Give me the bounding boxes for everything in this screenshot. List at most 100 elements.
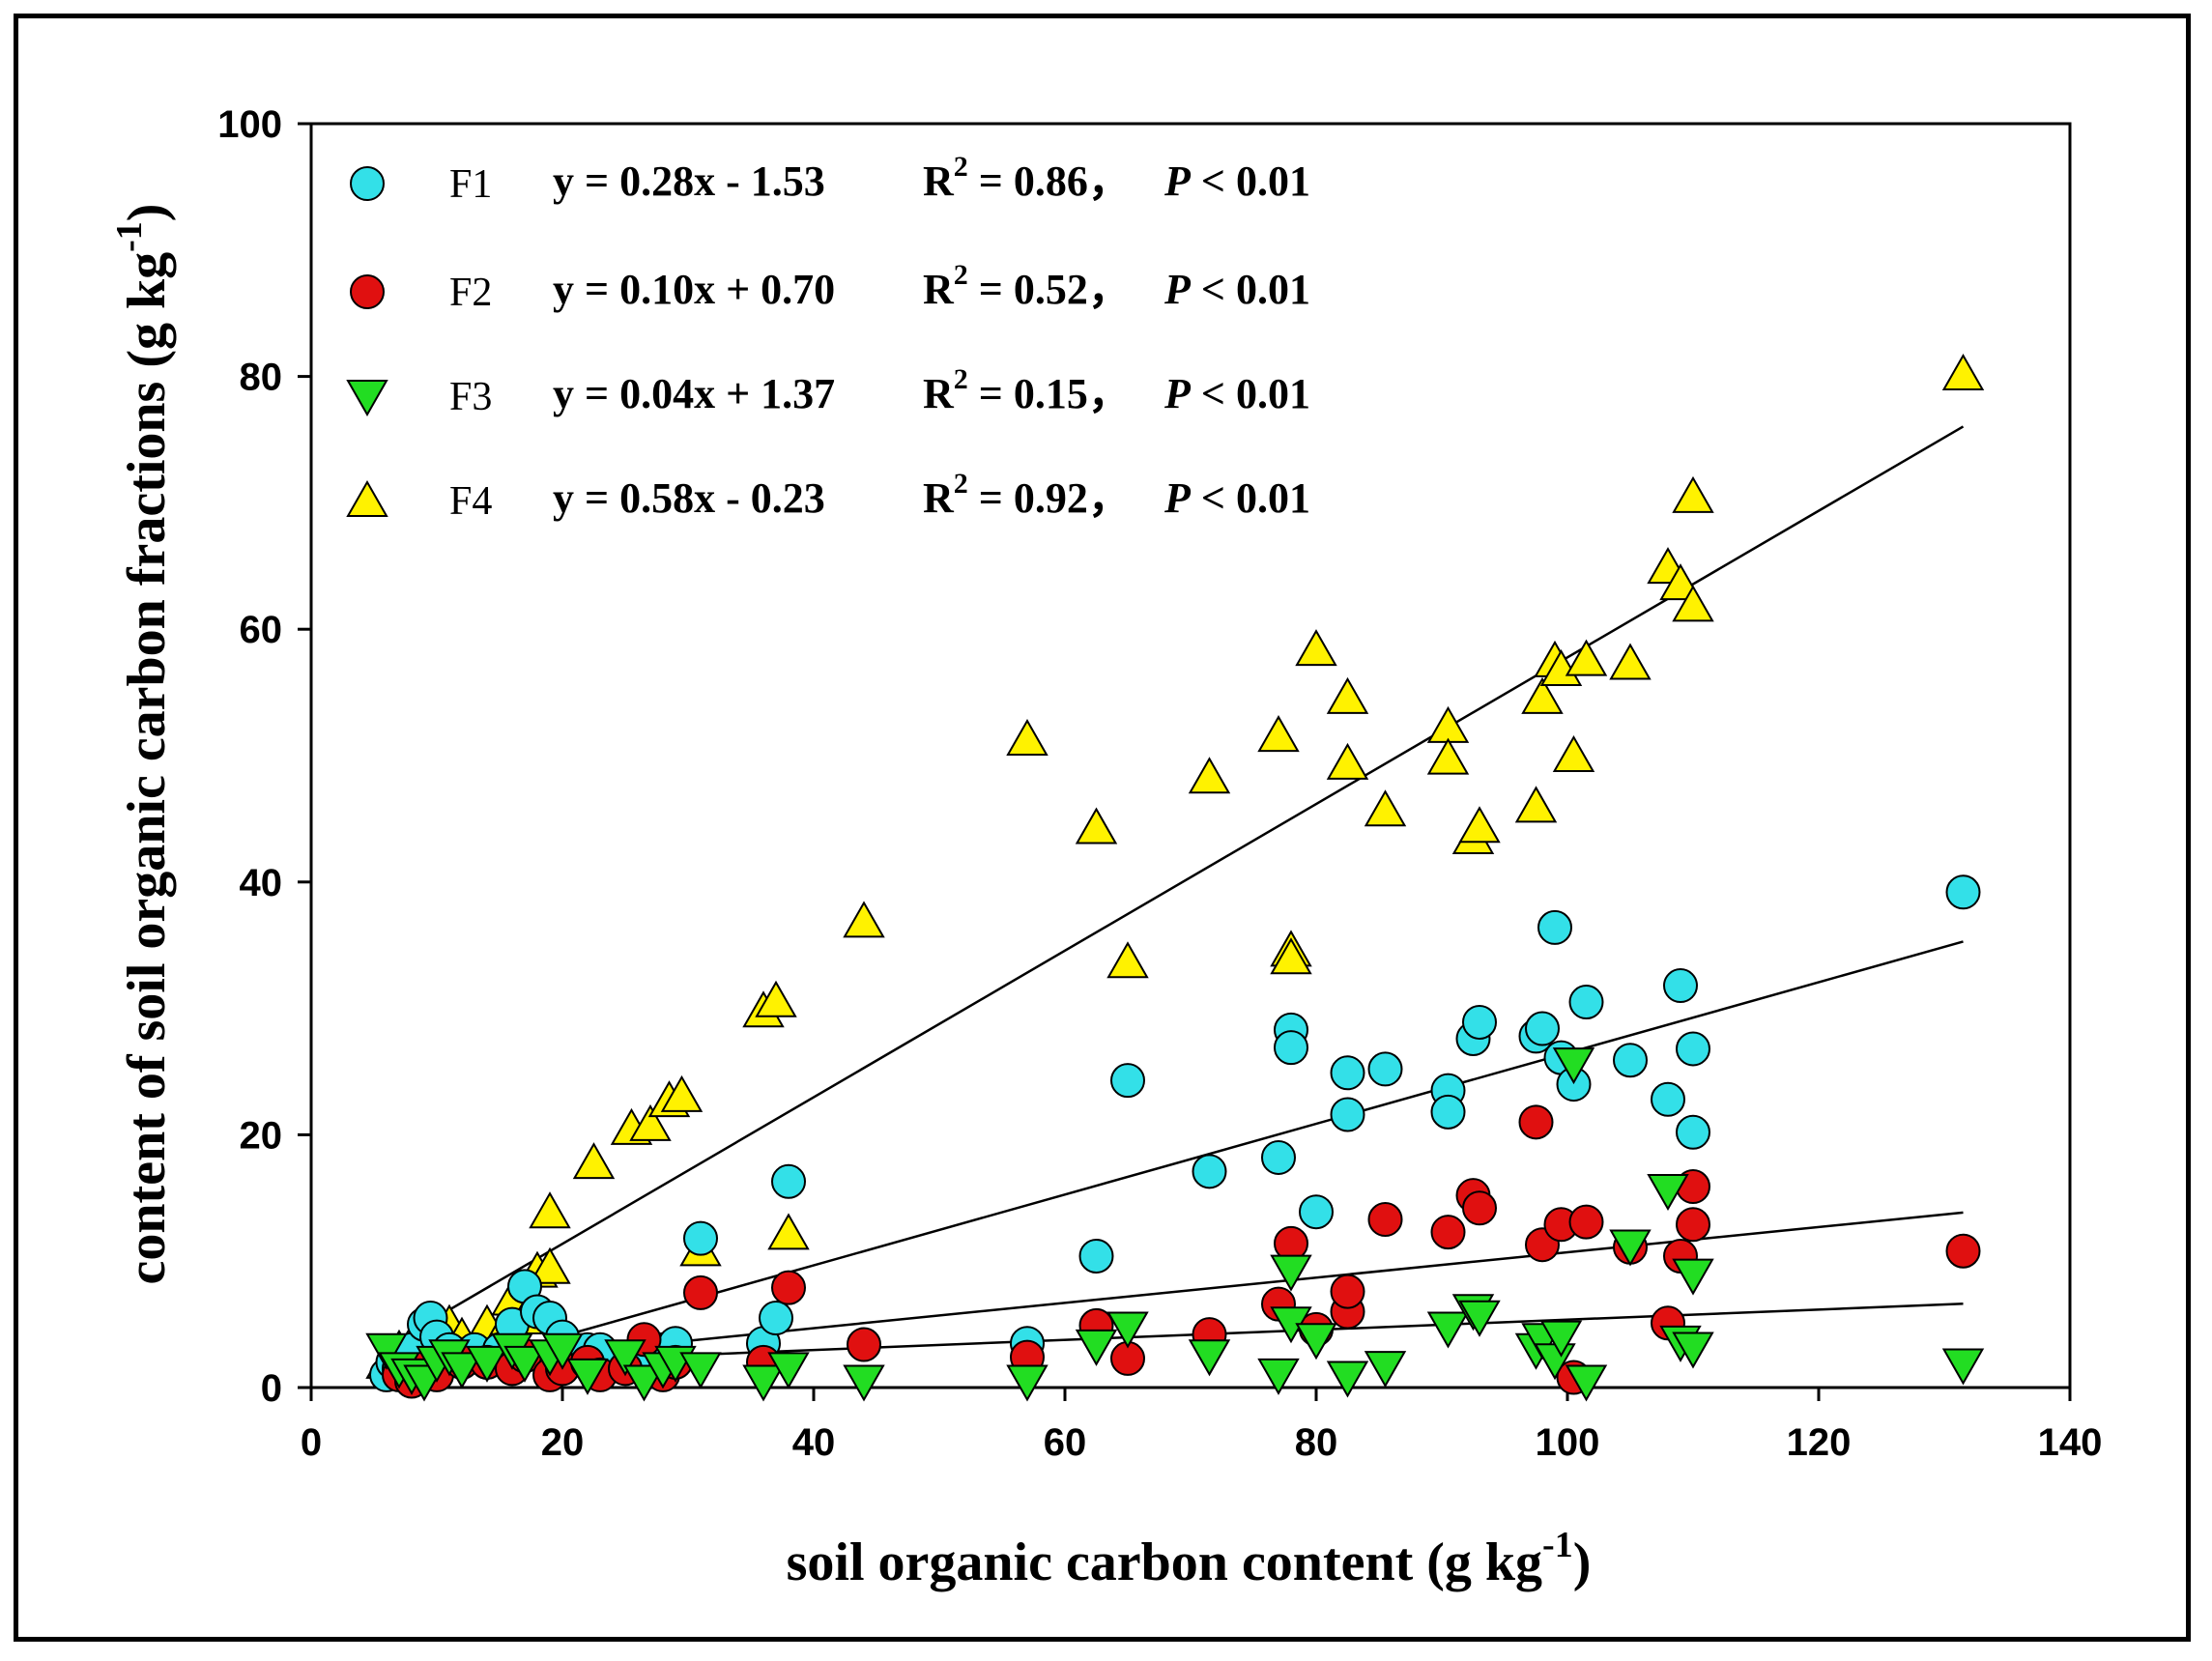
point-f3 xyxy=(365,1332,408,1370)
point-f3 xyxy=(622,1364,666,1402)
point-f2 xyxy=(1568,1204,1604,1240)
point-f3 xyxy=(503,1345,546,1383)
fit-line-f4 xyxy=(411,425,1965,1333)
y-tick-label: 20 xyxy=(240,1114,283,1157)
point-f4 xyxy=(1006,718,1049,756)
point-f3 xyxy=(604,1339,646,1377)
point-f3 xyxy=(1188,1339,1231,1377)
point-f2 xyxy=(847,1327,881,1362)
x-tick-label: 80 xyxy=(1295,1421,1338,1464)
legend-equation: y = 0.58x - 0.23 R2 = 0.92， P < 0.01 xyxy=(553,468,1310,522)
point-f4 xyxy=(843,901,885,938)
point-f3 xyxy=(679,1352,722,1389)
x-tick-label: 120 xyxy=(1787,1421,1852,1464)
y-tick-label: 60 xyxy=(240,609,283,651)
point-f2 xyxy=(683,1274,718,1310)
point-f4 xyxy=(1106,941,1149,979)
point-f2 xyxy=(1945,1233,1981,1269)
x-tick-label: 100 xyxy=(1536,1421,1600,1464)
x-tick-label: 40 xyxy=(792,1421,836,1464)
plot-area xyxy=(309,122,2072,1389)
point-f3 xyxy=(1364,1351,1407,1389)
point-f3 xyxy=(441,1352,483,1389)
point-f1 xyxy=(1330,1097,1365,1132)
point-f1 xyxy=(683,1220,718,1256)
point-f4 xyxy=(755,980,797,1017)
fit-lines xyxy=(411,425,1965,1380)
fit-line-f1 xyxy=(411,940,1964,1380)
point-f4 xyxy=(1609,643,1652,680)
point-f2 xyxy=(771,1270,806,1305)
point-f3 xyxy=(1672,1332,1714,1369)
point-f1 xyxy=(1651,1081,1685,1117)
y-tick-label: 0 xyxy=(261,1367,282,1410)
point-f1 xyxy=(1078,1238,1114,1274)
point-f3 xyxy=(1295,1323,1337,1360)
point-f1 xyxy=(1663,968,1698,1004)
point-f4 xyxy=(1565,639,1608,676)
point-f4 xyxy=(1672,475,1714,513)
legend-name: F2 xyxy=(449,271,492,315)
point-f4 xyxy=(1426,737,1470,775)
point-f3 xyxy=(1609,1229,1652,1267)
legend-name: F1 xyxy=(449,162,492,207)
legend-marker-f2 xyxy=(350,274,385,309)
point-f4 xyxy=(1552,734,1595,772)
point-f3 xyxy=(1426,1311,1470,1349)
point-f1 xyxy=(1525,1011,1560,1046)
legend-equation: y = 0.10x + 0.70 R2 = 0.52， P < 0.01 xyxy=(553,259,1310,313)
point-f3 xyxy=(541,1332,584,1370)
point-f2 xyxy=(1462,1190,1497,1226)
point-f4 xyxy=(1426,705,1470,743)
point-f1 xyxy=(1261,1139,1296,1175)
x-tick-label: 140 xyxy=(2038,1421,2103,1464)
legend-equation: y = 0.04x + 1.37 R2 = 0.15， P < 0.01 xyxy=(553,363,1310,417)
x-tick-label: 60 xyxy=(1044,1421,1087,1464)
axis-ticks: 0 20 40 60 80 100 120 140 0 20 40 60 80 100 xyxy=(217,103,2102,1464)
point-f2 xyxy=(1518,1104,1554,1140)
y-tick-label: 100 xyxy=(217,103,282,146)
point-f3 xyxy=(1270,1254,1312,1292)
point-f3 xyxy=(1106,1311,1149,1349)
point-f1 xyxy=(1613,1043,1648,1078)
point-f4 xyxy=(1364,789,1407,827)
legend-marker-f1 xyxy=(350,166,385,201)
point-f4 xyxy=(1270,937,1312,975)
point-f3 xyxy=(1458,1300,1501,1337)
x-axis-label: soil organic carbon content (g kg-1) xyxy=(787,1525,1592,1592)
point-f4 xyxy=(1458,806,1501,844)
point-f2 xyxy=(1330,1274,1365,1309)
x-tick-label: 20 xyxy=(541,1421,585,1464)
point-f1 xyxy=(1537,909,1572,945)
point-f3 xyxy=(1257,1358,1300,1395)
point-f4 xyxy=(1941,353,1985,390)
point-f1 xyxy=(1945,874,1981,910)
point-f3 xyxy=(1672,1258,1714,1296)
point-f3 xyxy=(566,1358,609,1395)
point-f4 xyxy=(1326,676,1369,714)
point-f3 xyxy=(767,1352,810,1389)
point-f2 xyxy=(1676,1207,1710,1243)
point-f4 xyxy=(1521,676,1564,714)
legend-equation: y = 0.28x - 1.53 R2 = 0.86， P < 0.01 xyxy=(553,151,1310,205)
point-f3 xyxy=(1539,1320,1583,1358)
point-f4 xyxy=(1672,585,1714,622)
point-f3 xyxy=(1326,1360,1369,1398)
point-f4 xyxy=(1295,629,1337,667)
legend: F1 y = 0.28x - 1.53 R2 = 0.86， P < 0.01 F2 y … xyxy=(346,151,1310,524)
legend-name: F4 xyxy=(449,479,492,524)
point-f1 xyxy=(1330,1055,1365,1091)
point-f4 xyxy=(660,1074,704,1112)
point-f3 xyxy=(1941,1348,1985,1386)
y-tick-label: 40 xyxy=(240,862,283,904)
point-f4 xyxy=(529,1246,571,1284)
point-f1 xyxy=(771,1163,806,1199)
point-f1 xyxy=(1274,1030,1308,1066)
point-f4 xyxy=(767,1213,810,1250)
point-f3 xyxy=(742,1364,785,1402)
point-f1 xyxy=(1676,1031,1710,1067)
legend-name: F3 xyxy=(449,375,492,419)
point-f3 xyxy=(1552,1047,1595,1085)
x-tick-label: 0 xyxy=(301,1421,322,1464)
point-f3 xyxy=(466,1345,508,1383)
